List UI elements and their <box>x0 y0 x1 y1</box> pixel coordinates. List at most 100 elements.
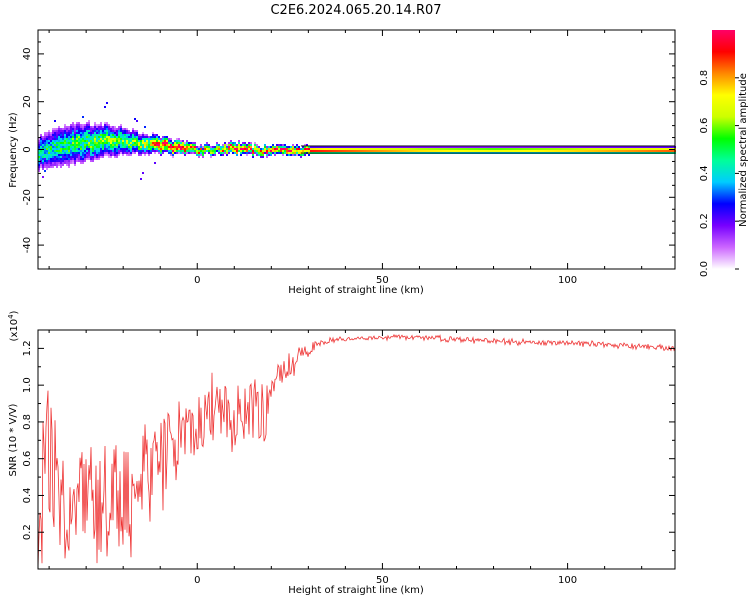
spectrogram-cell <box>200 150 202 152</box>
spectrogram-cell <box>486 148 488 150</box>
spectrogram-cell <box>54 132 56 134</box>
spectrogram-cell <box>40 156 42 158</box>
spectrogram-cell <box>248 142 250 144</box>
spectrogram-cell <box>56 158 58 160</box>
spectrogram-cell <box>388 150 390 152</box>
spectrogram-cell <box>130 150 132 152</box>
spectrogram-cell <box>88 124 90 126</box>
spectrogram-cell <box>244 148 246 150</box>
spectrogram-cell <box>456 148 458 150</box>
spectrogram-cell <box>84 136 86 138</box>
spectrogram-cell <box>306 148 308 150</box>
spectrogram-cell <box>120 128 122 130</box>
spectrogram-cell <box>82 142 84 144</box>
spectrogram-cell <box>152 146 154 148</box>
spectrogram-cell <box>538 148 540 150</box>
spectrogram-cell <box>210 150 212 152</box>
spectrogram-cell <box>482 148 484 150</box>
spectrogram-cell <box>154 142 156 144</box>
spectrogram-cell <box>190 142 192 144</box>
spectrogram-cell <box>556 148 558 150</box>
spectrogram-cell <box>114 156 116 158</box>
spectrogram-cell <box>82 146 84 148</box>
spectrogram-cell <box>154 140 156 142</box>
spectrogram-cell <box>652 148 654 150</box>
spectrogram-cell <box>140 152 142 154</box>
spectrogram-cell <box>226 154 228 156</box>
spectrogram-cell <box>104 138 106 140</box>
spectrogram-cell <box>54 162 56 164</box>
spectrogram-cell <box>122 128 124 130</box>
spectrogram-cell <box>614 150 616 152</box>
spectrogram-cell <box>590 150 592 152</box>
spectrogram-cell <box>112 136 114 138</box>
spectrogram-cell <box>46 142 48 144</box>
spectrogram-cell <box>54 144 56 146</box>
spectrogram-cell <box>100 122 102 124</box>
spectrogram-cell <box>422 150 424 152</box>
spectrogram-cell <box>90 158 92 160</box>
spectrogram-cell <box>516 146 518 148</box>
spectrogram-cell <box>278 144 280 146</box>
spectrogram-cell <box>116 144 118 146</box>
spectrogram-cell <box>100 126 102 128</box>
spectrogram-cell <box>282 148 284 150</box>
spectrogram-cell <box>88 120 90 122</box>
spectrogram-cell <box>98 134 100 136</box>
spectrogram-cell <box>516 148 518 150</box>
spectrogram-cell <box>100 154 102 156</box>
spectrogram-cell <box>52 146 54 148</box>
spectrogram-cell <box>90 130 92 132</box>
spectrogram-cell <box>238 144 240 146</box>
spectrogram-cell <box>64 130 66 132</box>
spectrogram-cell <box>624 148 626 150</box>
spectrogram-cell <box>42 152 44 154</box>
spectrogram-cell <box>56 130 58 132</box>
spectrogram-cell <box>400 146 402 148</box>
spectrogram-cell <box>42 138 44 140</box>
spectrogram-cell <box>46 166 48 168</box>
spectrogram-cell <box>488 146 490 148</box>
spectrogram-cell <box>90 134 92 136</box>
spectrogram-cell <box>84 128 86 130</box>
spectrogram-cell <box>134 118 136 120</box>
spectrogram-cell <box>208 144 210 146</box>
spectrogram-cell <box>490 146 492 148</box>
spectrogram-cell <box>398 146 400 148</box>
spectrogram-cell <box>660 150 662 152</box>
spectrogram-cell <box>58 140 60 142</box>
spectrogram-cell <box>114 154 116 156</box>
spectrogram-cell <box>272 152 274 154</box>
spectrogram-cell <box>68 150 70 152</box>
spectrogram-cell <box>272 146 274 148</box>
spectrogram-cell <box>222 144 224 146</box>
spectrogram-cell <box>106 102 108 104</box>
spectrogram-cell <box>398 150 400 152</box>
colorbar-tick-label: 0.2 <box>699 213 710 229</box>
spectrogram-cell <box>506 148 508 150</box>
spectrogram-cell <box>652 150 654 152</box>
spectrogram-cell <box>80 152 82 154</box>
spectrogram-cell <box>640 148 642 150</box>
spectrogram-cell <box>434 148 436 150</box>
spectrogram-cell <box>178 142 180 144</box>
spectrogram-cell <box>74 132 76 134</box>
spectrogram-cell <box>230 140 232 142</box>
spectrogram-cell <box>234 148 236 150</box>
spectrogram-cell <box>70 134 72 136</box>
spectrogram-cell <box>296 150 298 152</box>
spectrogram-cell <box>56 132 58 134</box>
spectrogram-cell <box>114 134 116 136</box>
spectrogram-cell <box>404 150 406 152</box>
spectrogram-cell <box>122 136 124 138</box>
spectrogram-cell <box>236 150 238 152</box>
spectrogram-cell <box>354 150 356 152</box>
spectrogram-cell <box>306 150 308 152</box>
spectrogram-cell <box>74 124 76 126</box>
spectrogram-cell <box>238 140 240 142</box>
spectrogram-cell <box>502 148 504 150</box>
spectrogram-cell <box>164 144 166 146</box>
spectrogram-cell <box>60 150 62 152</box>
spectrogram-cell <box>98 148 100 150</box>
spectrogram-cell <box>194 152 196 154</box>
